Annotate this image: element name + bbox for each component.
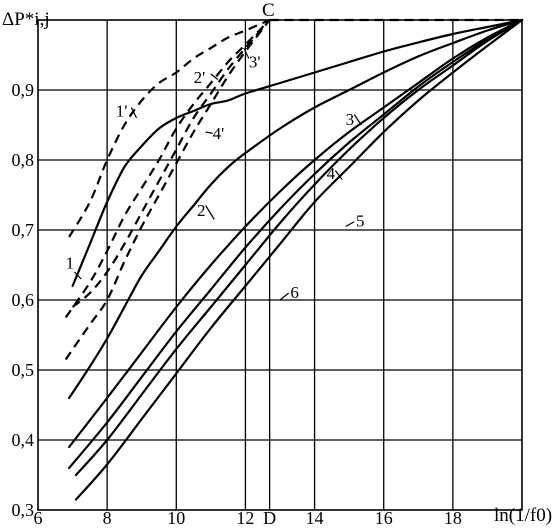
x-tick-label: D (263, 508, 276, 528)
curve-leader-3 (353, 114, 362, 126)
curve-label-6: 6 (290, 283, 299, 302)
y-tick-label: 0,4 (12, 430, 35, 450)
curve-2 (68, 18, 524, 400)
x-tick-label: 14 (306, 508, 324, 528)
curve-leader-4 (334, 170, 343, 180)
curve-3 (68, 18, 524, 449)
grid (38, 20, 522, 510)
x-tick-label: 12 (236, 508, 254, 528)
curve-leader-3-prime (243, 47, 250, 59)
y-tick-label: 0,7 (12, 220, 35, 240)
y-tick-label: 0,8 (12, 150, 35, 170)
curve-3-prime (71, 19, 271, 308)
curve-leader-1 (73, 271, 82, 280)
curve-labels: 1 2 3 4 5 6 1' 2' 3' 4' (66, 47, 365, 302)
x-tick-label: 16 (375, 508, 393, 528)
curve-4-prime (64, 19, 271, 361)
x-tick-label: 8 (103, 508, 112, 528)
curve-leader-1-prime (130, 107, 138, 119)
curve-label-1: 1 (66, 254, 75, 273)
curve-label-3-prime: 3' (249, 53, 261, 72)
x-tick-label: 6 (34, 508, 43, 528)
y-tick-label: 0,5 (12, 360, 35, 380)
curve-label-3: 3 (346, 110, 355, 129)
curve-2-prime (64, 19, 271, 319)
x-tick-label: 18 (444, 508, 462, 528)
curve-label-4-prime: 4' (213, 124, 225, 143)
tick-labels: 6 8 10 12 D 14 16 180,30,40,50,60,70,80,9 (12, 80, 462, 528)
curve-label-2: 2 (197, 201, 206, 220)
curve-1 (71, 18, 524, 288)
y-tick-label: 0,6 (12, 290, 35, 310)
curve-label-4: 4 (327, 164, 336, 183)
curves (64, 18, 524, 501)
curve-label-1-prime: 1' (116, 102, 128, 121)
curve-label-2-prime: 2' (194, 68, 206, 87)
x-tick-label: 10 (167, 508, 185, 528)
curve-leader-2 (205, 205, 215, 220)
curve-4 (68, 18, 524, 470)
y-tick-label: 0,3 (12, 500, 35, 520)
curve-6 (74, 18, 524, 501)
curve-leader-4-prime (205, 131, 213, 134)
curve-label-5: 5 (356, 212, 365, 231)
curve-1-prime (68, 18, 271, 238)
x-axis-title: ln(1/f0) (494, 505, 552, 526)
curve-leader-2-prime (210, 73, 219, 80)
y-tick-label: 0,9 (12, 80, 35, 100)
curve-leader-6 (279, 292, 290, 301)
y-axis-title: ΔP*i,j (2, 9, 50, 30)
point-c-label: C (262, 0, 275, 21)
curve-leader-5 (345, 221, 355, 228)
curve-5 (74, 18, 524, 477)
plot-frame (37, 19, 523, 511)
